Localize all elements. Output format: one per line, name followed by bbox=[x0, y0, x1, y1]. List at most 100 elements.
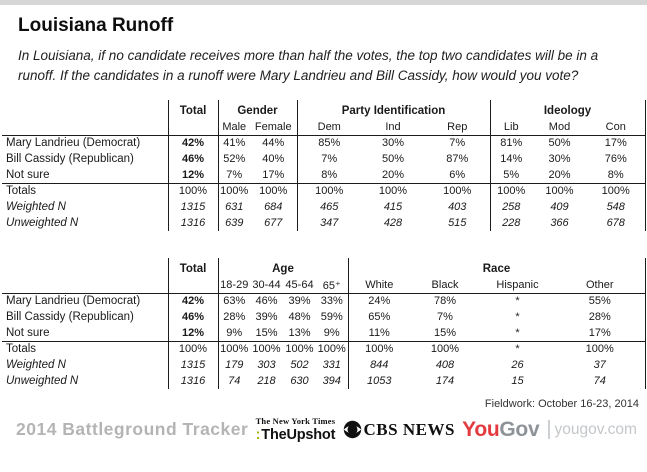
table-cell: 684 bbox=[264, 201, 283, 214]
table-row-totals: Totals 100% 100% 100% 100% 100% 100% 100% * 100% bbox=[2, 340, 646, 358]
cbs-news-text: CBS NEWS bbox=[363, 419, 455, 439]
table-cell: 100% bbox=[425, 182, 490, 200]
battleground-tracker-label: 2014 Battleground Tracker bbox=[16, 419, 249, 440]
table-cell: 465 bbox=[296, 199, 361, 216]
table-row-weighted-n: Weighted N 1315 631 684 465 415 403 258 409 548 bbox=[2, 199, 646, 216]
subheader-lib: Lib bbox=[489, 120, 532, 136]
question-text: In Louisiana, if no candidate receives m… bbox=[18, 48, 599, 83]
subheader-female: Female bbox=[250, 120, 297, 136]
table-cell: 81% bbox=[489, 135, 532, 152]
table-row-totals: Totals 100% 100% 100% 100% 100% 100% 100% 100% 10… bbox=[2, 182, 646, 200]
nyt-masthead-text: The New York Times bbox=[255, 416, 336, 427]
crosstab-table-gender-party-ideology: Total Gender Party Identification Ideology M… bbox=[2, 100, 646, 232]
table-cell: 15 bbox=[511, 375, 524, 388]
row-label: Not sure bbox=[6, 326, 50, 339]
table-cell: 100% bbox=[250, 182, 297, 200]
subheader-row: Male Female Dem Ind Rep Lib Mod Con bbox=[2, 120, 646, 136]
table-cell: 347 bbox=[296, 215, 361, 232]
table-cell: 39% bbox=[288, 295, 311, 308]
table-cell: 100% bbox=[217, 340, 250, 358]
table-cell: 1316 bbox=[167, 373, 218, 390]
group-header-ideology: Ideology bbox=[489, 100, 646, 121]
subheader-45-64: 45-64 bbox=[283, 278, 316, 294]
table-cell: 100% bbox=[167, 340, 218, 358]
subheader-65: 65⁺ bbox=[316, 278, 348, 294]
row-label: Not sure bbox=[6, 168, 50, 181]
cbs-eye-icon bbox=[343, 420, 362, 439]
column-spacer bbox=[2, 258, 168, 278]
subheader-rep: Rep bbox=[425, 120, 490, 136]
table-cell: 408 bbox=[435, 359, 455, 372]
table-cell: 100% bbox=[361, 182, 425, 200]
table-cell: 13% bbox=[288, 326, 311, 339]
table-cell: * bbox=[480, 340, 555, 358]
report-header: Louisiana Runoff In Louisiana, if no can… bbox=[0, 5, 647, 85]
table-cell: 100% bbox=[296, 182, 361, 200]
row-label: Unweighted N bbox=[6, 217, 79, 230]
table-row-bill-cassidy-republican: Bill Cassidy (Republican) 46% 52% 40% 7% 50% 8… bbox=[2, 151, 646, 168]
subheader-mod: Mod bbox=[532, 120, 587, 136]
table-cell: * bbox=[515, 295, 520, 308]
table-cell: 5% bbox=[489, 167, 532, 184]
table-cell: 548 bbox=[587, 199, 646, 216]
table-cell: 678 bbox=[587, 215, 646, 232]
yougov-you-text: You bbox=[462, 417, 500, 441]
table-cell: 100% bbox=[489, 182, 532, 200]
subheader-total bbox=[167, 278, 218, 294]
table-row-unweighted-n: Unweighted N 1316 74 218 630 394 1053 174 15 74 bbox=[2, 373, 646, 390]
table-cell: 100% bbox=[532, 182, 587, 200]
table-cell: 39% bbox=[255, 311, 278, 324]
table-row-not-sure: Not sure 12% 7% 17% 8% 20% 6% 5% 20% 8% bbox=[2, 167, 646, 184]
table-cell: 844 bbox=[347, 357, 410, 374]
table-row-mary-landrieu-democrat: Mary Landrieu (Democrat) 42% 63% 46% 39% 33% 2… bbox=[2, 293, 646, 310]
table-cell: 17% bbox=[555, 325, 646, 342]
table-cell: 26 bbox=[511, 359, 524, 372]
table-cell: 7% bbox=[449, 137, 466, 150]
row-label: Bill Cassidy (Republican) bbox=[6, 153, 134, 166]
table-cell: 303 bbox=[257, 359, 276, 372]
crosstab-age-race: Total Age Race 18-29 30-44 45-64 65⁺ White Black… bbox=[2, 258, 647, 390]
table-cell: 11% bbox=[347, 325, 410, 342]
table-cell: 46% bbox=[167, 309, 218, 326]
table-cell: 74 bbox=[555, 373, 646, 390]
table-cell: 403 bbox=[448, 201, 467, 214]
table-cell: 24% bbox=[347, 293, 410, 310]
table-cell: 179 bbox=[217, 357, 250, 374]
group-header-gender: Gender bbox=[217, 100, 297, 121]
table-row-weighted-n: Weighted N 1315 179 303 502 331 844 408 26 37 bbox=[2, 357, 646, 374]
table-cell: 63% bbox=[217, 293, 250, 310]
table-cell: 17% bbox=[587, 135, 646, 152]
subheader-con: Con bbox=[587, 120, 646, 136]
yougov-divider: | bbox=[546, 418, 552, 441]
row-label: Weighted N bbox=[6, 201, 66, 214]
table-cell: 9% bbox=[217, 325, 250, 342]
table-cell: 502 bbox=[290, 359, 309, 372]
table-cell: 415 bbox=[383, 201, 403, 214]
group-header-age: Age bbox=[217, 258, 348, 279]
table-cell: 174 bbox=[435, 375, 455, 388]
row-label: Mary Landrieu (Democrat) bbox=[6, 137, 141, 150]
table-cell: 1316 bbox=[167, 215, 218, 232]
subheader-white: White bbox=[347, 278, 410, 294]
table-cell: 7% bbox=[296, 151, 361, 168]
crosstab-gender-party-ideology: Total Gender Party Identification Ideology M… bbox=[2, 100, 647, 232]
footer: 2014 Battleground Tracker The New York T… bbox=[0, 417, 647, 442]
column-spacer bbox=[2, 120, 168, 136]
subheader-dem: Dem bbox=[296, 120, 361, 136]
table-cell: 1053 bbox=[347, 373, 410, 390]
nyt-upshot-logo: The New York Times :TheUpshot bbox=[256, 417, 336, 442]
table-cell: 428 bbox=[383, 217, 403, 230]
table-cell: 14% bbox=[489, 151, 532, 168]
subheader-18-29: 18-29 bbox=[217, 278, 250, 294]
table-cell: 59% bbox=[320, 311, 343, 324]
table-cell: 100% bbox=[555, 340, 646, 358]
subheader-ind: Ind bbox=[361, 120, 425, 136]
table-cell: 228 bbox=[489, 215, 532, 232]
table-cell: 258 bbox=[489, 199, 532, 216]
subheader-black: Black bbox=[410, 278, 480, 294]
subheader-30-44: 30-44 bbox=[250, 278, 283, 294]
table-cell: 50% bbox=[548, 137, 571, 150]
table-cell: 50% bbox=[381, 153, 405, 166]
table-cell: 48% bbox=[288, 311, 311, 324]
table-cell: 28% bbox=[555, 309, 646, 326]
